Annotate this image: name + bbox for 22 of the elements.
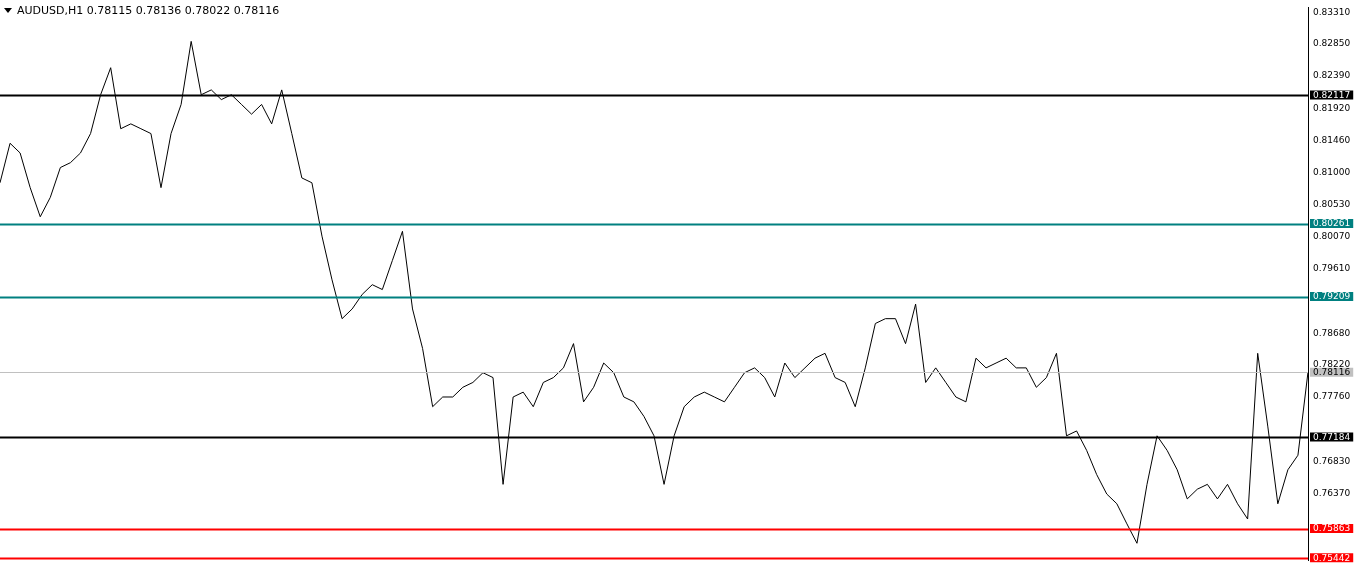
y-tick-label: 0.82390 [1313,70,1351,81]
y-tick-label: 0.78680 [1313,327,1351,338]
ref-line-label: 0.79209 [1313,291,1351,302]
ref-line-label: 0.80261 [1313,218,1351,229]
y-tick-label: 0.81000 [1313,166,1351,177]
y-tick-label: 0.77760 [1313,391,1351,402]
y-tick-label: 0.76830 [1313,455,1351,466]
y-tick-label: 0.81460 [1313,134,1351,145]
ref-line-label: 0.77184 [1313,431,1351,442]
ref-line-label: 0.75863 [1313,523,1351,534]
y-tick-label: 0.83310 [1313,6,1351,17]
ref-line-label: 0.82117 [1313,89,1351,100]
ref-line-label: 0.75442 [1313,552,1351,563]
y-tick-label: 0.80070 [1313,231,1351,242]
y-tick-label: 0.80530 [1313,199,1351,210]
y-tick-label: 0.81920 [1313,102,1351,113]
chart-title: AUDUSD,H1 0.78115 0.78136 0.78022 0.78116 [17,4,280,17]
y-tick-label: 0.78220 [1313,359,1351,370]
ref-line-label: 0.78116 [1313,367,1351,378]
y-tick-label: 0.79610 [1313,263,1351,274]
y-tick-label: 0.76370 [1313,487,1351,498]
y-tick-label: 0.82850 [1313,38,1351,49]
